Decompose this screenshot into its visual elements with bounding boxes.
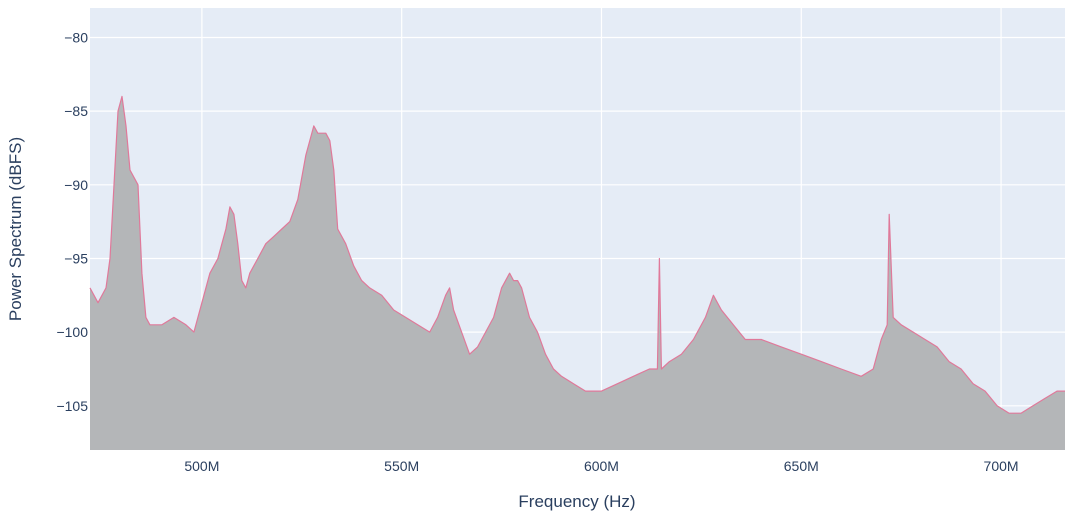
series-line <box>89 95 1065 414</box>
y-axis-title: Power Spectrum (dBFS) <box>6 137 25 321</box>
y-tick-label: −80 <box>64 29 88 45</box>
x-tick-label: 550M <box>384 458 419 474</box>
y-tick-label: −90 <box>64 177 88 193</box>
y-axis-ticks: −80 −85 −90 −95 −100 −105 <box>56 29 88 413</box>
series-layer <box>89 95 1065 451</box>
y-tick-label: −85 <box>64 103 88 119</box>
y-tick-label: −105 <box>56 398 88 414</box>
y-tick-label: −100 <box>56 324 88 340</box>
x-tick-label: 700M <box>984 458 1019 474</box>
x-axis-title: Frequency (Hz) <box>518 492 635 511</box>
x-tick-label: 600M <box>584 458 619 474</box>
x-tick-label: 500M <box>184 458 219 474</box>
x-axis-ticks: 500M 550M 600M 650M 700M <box>184 458 1018 474</box>
y-tick-label: −95 <box>64 250 88 266</box>
x-tick-label: 650M <box>784 458 819 474</box>
